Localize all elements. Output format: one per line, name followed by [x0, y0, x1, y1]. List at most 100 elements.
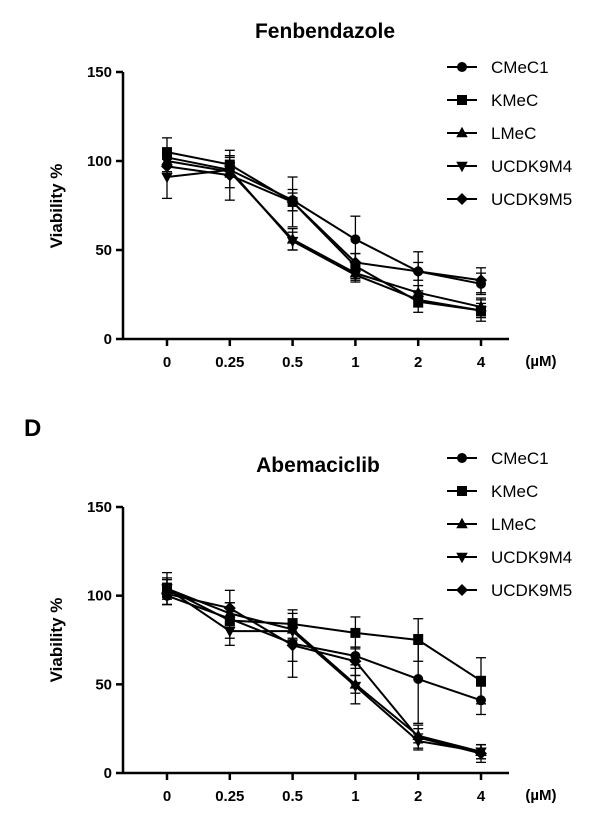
- series-line: [166, 168, 482, 312]
- legend-item: UCDK9M5: [447, 581, 572, 600]
- data-point: [412, 265, 425, 278]
- series-CMeC1: [162, 147, 486, 296]
- panel-label: D: [24, 415, 41, 442]
- x-tick-label: 2: [414, 354, 422, 371]
- data-point: [349, 270, 362, 282]
- legend-item: UCDK9M5: [447, 190, 572, 209]
- data-point: [223, 602, 236, 615]
- y-tick-label: 150: [87, 499, 112, 516]
- legend-label: LMeC: [491, 515, 536, 534]
- legend-marker: [457, 453, 467, 463]
- data-point: [161, 160, 173, 173]
- x-tick-label: 4: [477, 354, 486, 371]
- chart-title: Abemaciclib: [256, 454, 380, 477]
- data-point: [350, 627, 361, 638]
- data-point: [349, 655, 362, 668]
- series-line: [166, 592, 482, 755]
- legend-label: UCDK9M5: [491, 581, 572, 600]
- legend-marker: [456, 584, 468, 596]
- legend-marker: [456, 552, 468, 564]
- plot-area: 0 50 100 150 0 0.25 0.5 1 2 4: [87, 499, 509, 805]
- series-line: [166, 156, 482, 285]
- y-tick-label: 100: [87, 153, 112, 170]
- data-point: [412, 295, 424, 307]
- y-tick-label: 0: [104, 331, 112, 348]
- legend-marker: [457, 62, 467, 72]
- x-tick-label: 0: [163, 788, 171, 805]
- x-axis-unit-label: (µM): [525, 787, 556, 804]
- series-UCDK9M5: [161, 582, 487, 764]
- chart-title: Fenbendazole: [255, 20, 395, 43]
- legend-item: UCDK9M4: [447, 548, 572, 567]
- data-point: [412, 286, 424, 297]
- series-line: [166, 587, 482, 753]
- x-tick-label: 1: [351, 788, 359, 805]
- data-point: [286, 639, 299, 652]
- legend-marker: [457, 95, 467, 105]
- series-UCDK9M4: [161, 155, 487, 319]
- legend-label: UCDK9M5: [491, 190, 572, 209]
- x-tick-label: 0.5: [282, 354, 303, 371]
- data-point: [223, 169, 236, 182]
- data-point: [475, 747, 487, 760]
- legend-marker: [456, 193, 468, 205]
- data-point: [286, 236, 299, 248]
- x-tick-label: 4: [477, 788, 486, 805]
- y-tick-label: 150: [87, 64, 112, 81]
- legend-item: CMeC1: [447, 449, 549, 468]
- data-point: [413, 674, 424, 685]
- data-point: [161, 587, 173, 600]
- y-tick-label: 50: [95, 242, 112, 259]
- legend-marker: [457, 486, 467, 496]
- y-tick-label: 50: [95, 676, 112, 693]
- legend-marker: [456, 161, 468, 173]
- x-tick-label: 0: [163, 354, 171, 371]
- series-line: [166, 587, 482, 753]
- y-tick-label: 0: [104, 765, 112, 782]
- legend-label: CMeC1: [491, 58, 549, 77]
- legend-item: KMeC: [447, 91, 538, 110]
- y-axis-label: Viability %: [47, 598, 66, 683]
- data-point: [475, 306, 487, 317]
- x-tick-label: 0.25: [215, 788, 244, 805]
- data-point: [350, 234, 361, 245]
- data-point: [412, 731, 425, 744]
- legend-marker: [456, 517, 468, 529]
- series-line: [166, 165, 482, 282]
- data-point: [475, 274, 487, 287]
- legend-label: LMeC: [491, 124, 536, 143]
- y-axis-label: Viability %: [47, 164, 66, 249]
- legend-label: KMeC: [491, 91, 538, 110]
- legend-item: LMeC: [447, 515, 536, 534]
- legend-label: KMeC: [491, 482, 538, 501]
- x-tick-label: 2: [414, 788, 422, 805]
- legend-item: KMeC: [447, 482, 538, 501]
- legend: CMeC1 KMeC LMeC UCDK9M4 UCDK9M5: [447, 58, 572, 209]
- series-UCDK9M5: [161, 149, 487, 294]
- legend-item: UCDK9M4: [447, 157, 572, 176]
- data-point: [349, 256, 362, 269]
- legend-label: UCDK9M4: [491, 157, 572, 176]
- legend-item: CMeC1: [447, 58, 549, 77]
- data-point: [224, 626, 236, 638]
- series-line: [166, 160, 482, 308]
- x-tick-label: 1: [351, 354, 359, 371]
- legend-label: UCDK9M4: [491, 548, 572, 567]
- legend-item: LMeC: [447, 124, 536, 143]
- data-point: [349, 681, 362, 693]
- x-axis-unit-label: (µM): [525, 353, 556, 370]
- series-line: [166, 594, 482, 702]
- series-line: [166, 587, 482, 682]
- legend-label: CMeC1: [491, 449, 549, 468]
- x-tick-label: 0.5: [282, 788, 303, 805]
- series-KMeC: [162, 571, 486, 705]
- data-point: [161, 172, 173, 184]
- series-LMeC: [161, 577, 487, 760]
- data-point: [476, 675, 486, 686]
- legend-marker: [456, 126, 468, 138]
- plot-area: 0 50 100 150 0 0.25 0.5 1 2 4: [87, 64, 509, 371]
- series-line: [166, 151, 482, 312]
- data-point: [413, 635, 424, 645]
- x-tick-label: 0.25: [215, 354, 244, 371]
